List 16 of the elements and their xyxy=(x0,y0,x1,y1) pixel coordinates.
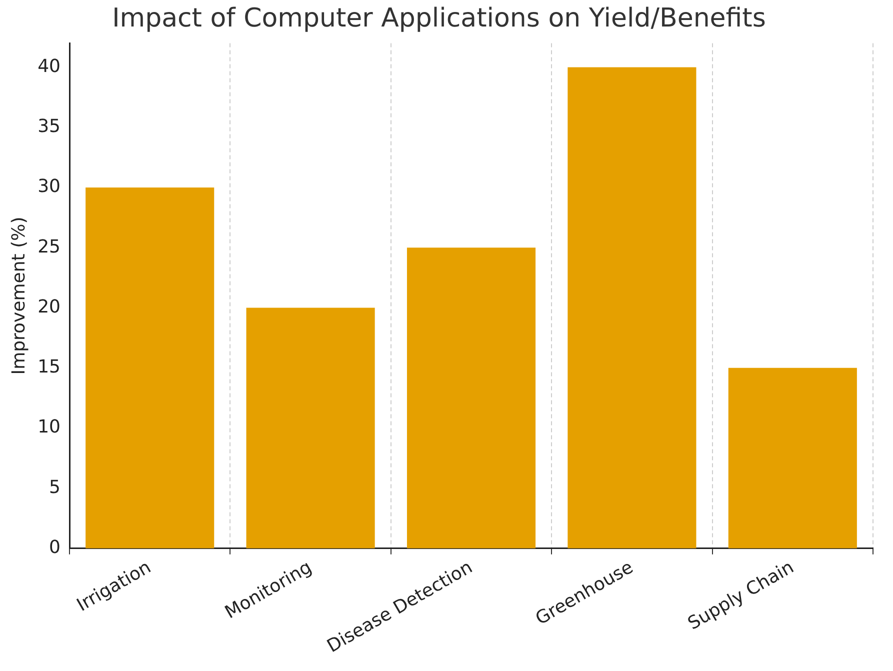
y-tick-label: 40 xyxy=(38,56,61,77)
y-axis-title: Improvement (%) xyxy=(8,216,30,375)
y-tick-label: 20 xyxy=(38,296,61,318)
y-tick-label: 35 xyxy=(38,116,61,138)
bar xyxy=(728,368,857,548)
y-tick-label: 30 xyxy=(38,176,61,198)
y-tick-label: 25 xyxy=(38,236,61,258)
y-tick-label: 10 xyxy=(38,416,61,438)
bar xyxy=(568,67,696,548)
y-tick-label: 5 xyxy=(49,476,61,498)
bar xyxy=(406,248,536,548)
bar xyxy=(246,308,375,548)
y-tick-label: 15 xyxy=(38,356,61,378)
chart-title: Impact of Computer Applications on Yield/Benefits xyxy=(112,3,766,34)
y-tick-label: 0 xyxy=(49,536,61,558)
bar xyxy=(86,188,214,548)
